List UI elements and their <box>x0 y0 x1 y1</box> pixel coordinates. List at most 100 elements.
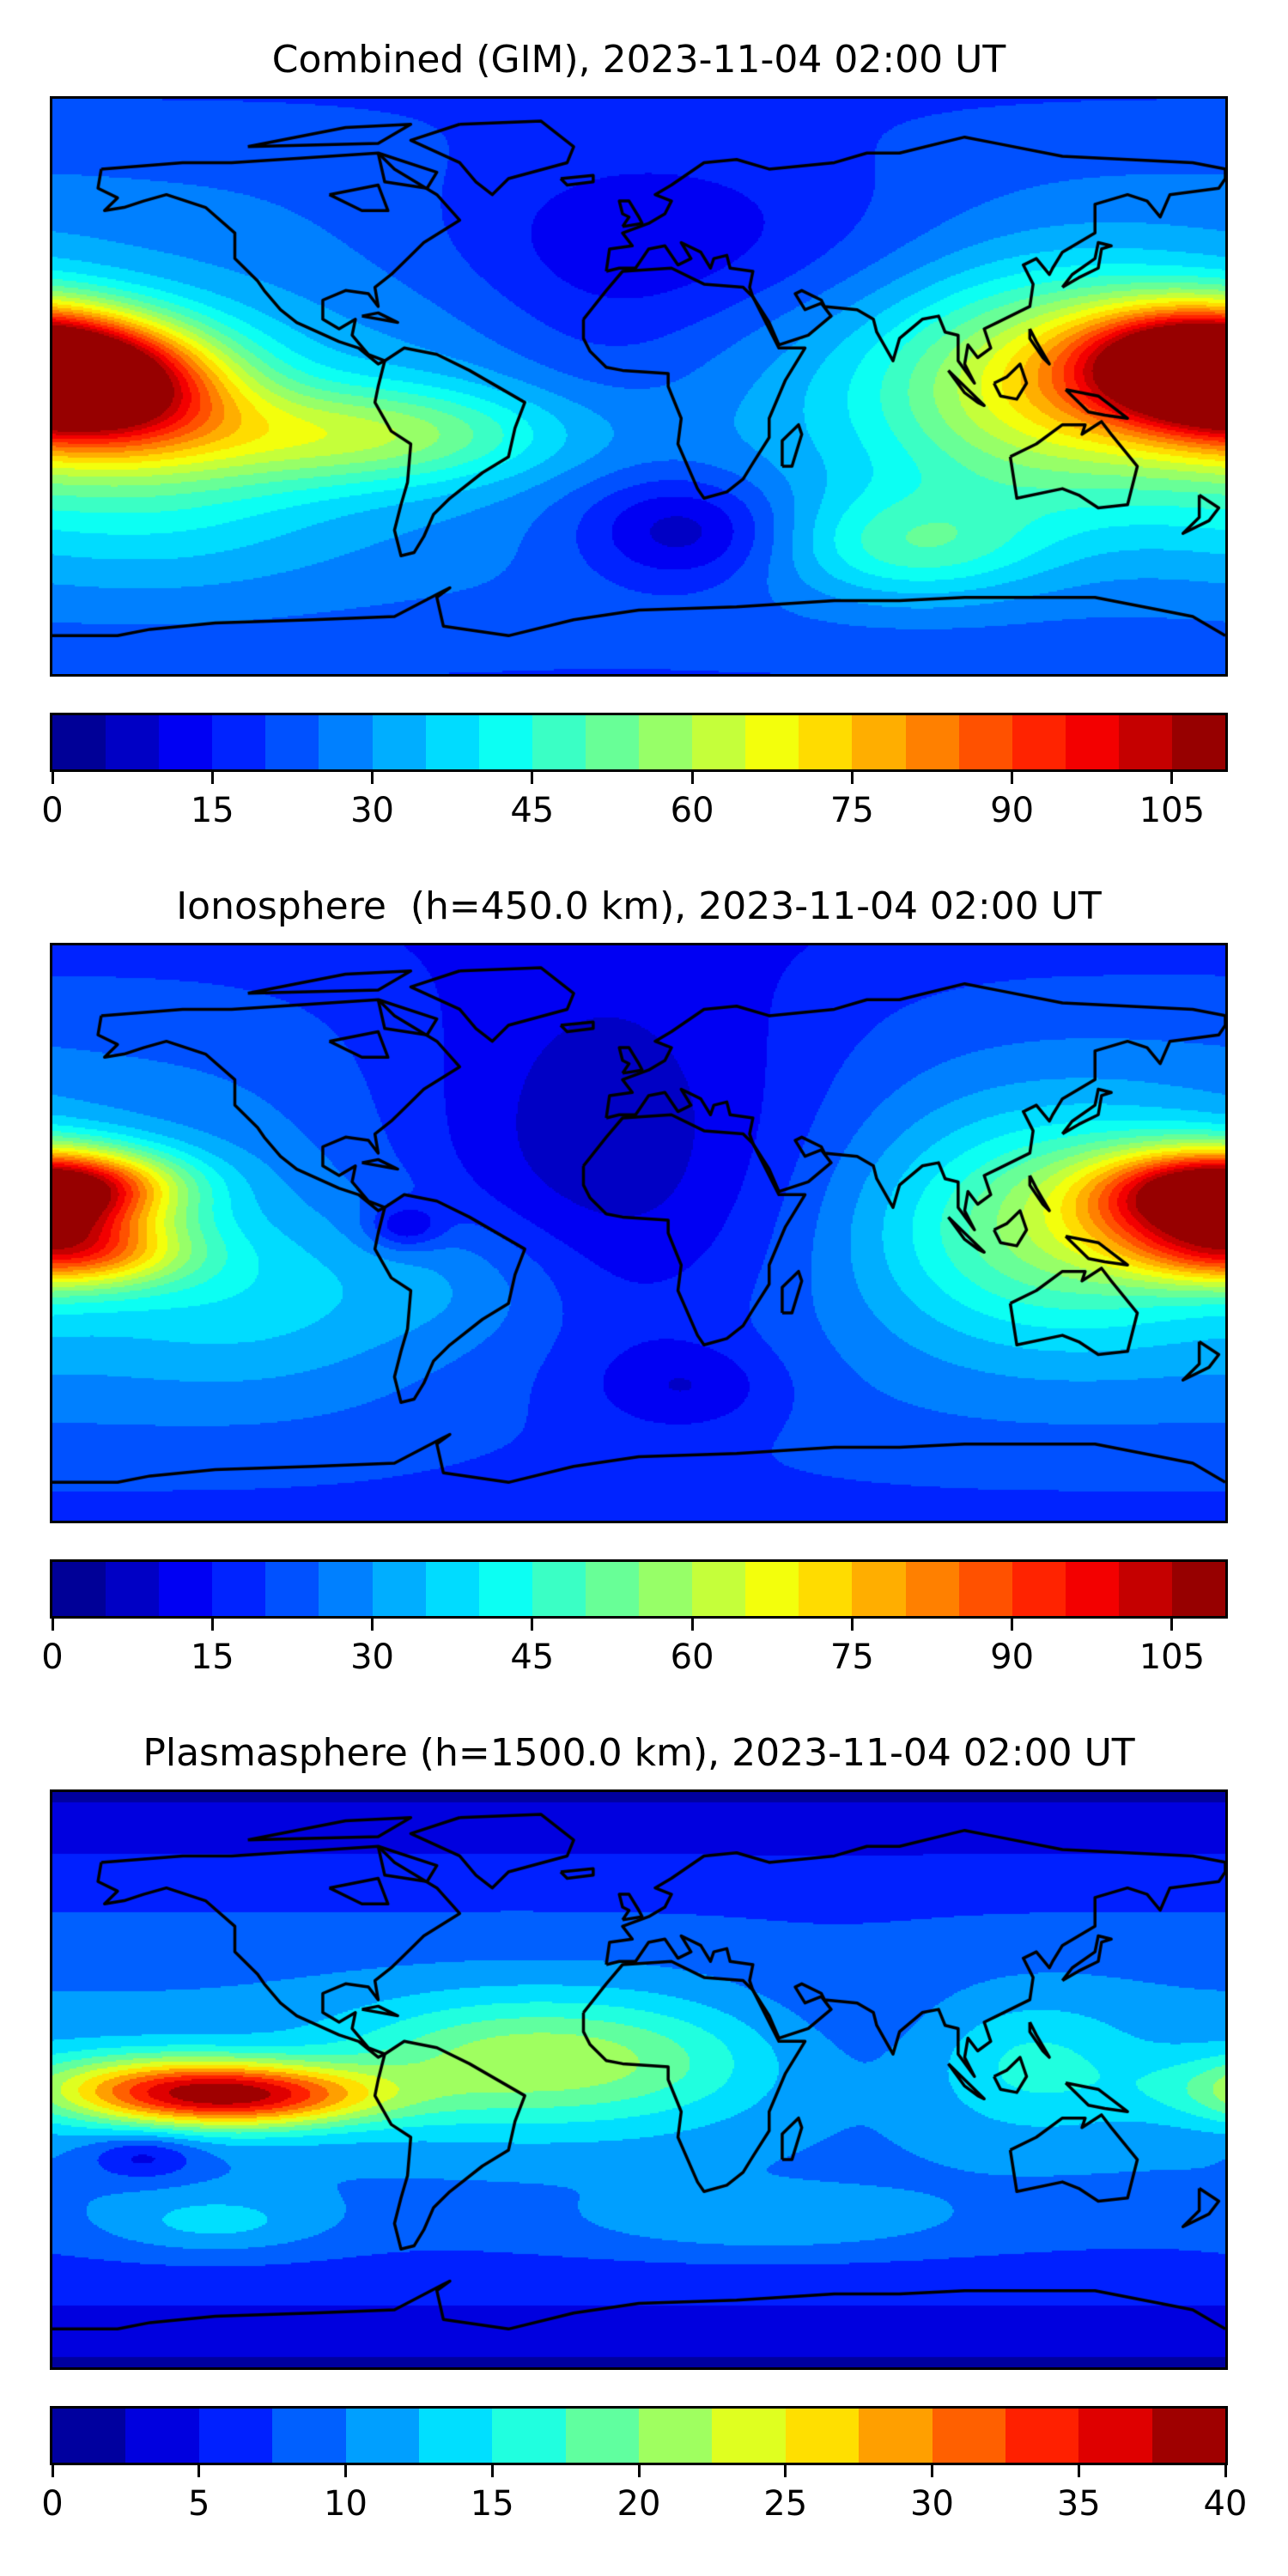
tick-label: 35 <box>1056 2484 1101 2524</box>
tick-mark <box>1170 772 1174 784</box>
colorbar-segment <box>1078 2409 1152 2463</box>
tick-mark <box>784 2465 787 2477</box>
colorbar-ticks: 0 5 10 15 20 25 30 35 40 <box>41 2465 1247 2525</box>
tick-mark <box>197 2465 201 2477</box>
colorbar-segment <box>265 1562 319 1616</box>
colorbar-segment <box>478 715 532 769</box>
colorbar-segment <box>799 1562 853 1616</box>
tick-mark <box>531 772 534 784</box>
colorbar-segment <box>565 2409 639 2463</box>
tick-label: 105 <box>1139 791 1206 830</box>
colorbar-segment <box>785 2409 860 2463</box>
tick-mark <box>51 772 54 784</box>
colorbar-segment <box>905 1562 959 1616</box>
tec-map-combined <box>50 96 1228 677</box>
colorbar-segment <box>532 715 586 769</box>
tick-label: 45 <box>510 791 555 830</box>
colorbar-segment <box>478 1562 532 1616</box>
colorbar-segment <box>425 715 479 769</box>
colorbar-segment <box>692 1562 746 1616</box>
tick-mark <box>490 2465 494 2477</box>
tec-map-ionosphere <box>50 943 1228 1523</box>
colorbar <box>50 2406 1228 2465</box>
tick-mark <box>371 772 374 784</box>
contour-map-canvas <box>52 1792 1225 2367</box>
colorbar-segment <box>198 2409 273 2463</box>
tick-label: 0 <box>41 2484 64 2524</box>
tick-label: 90 <box>990 791 1035 830</box>
colorbar-ticks: 0 15 30 45 60 75 90 105 <box>41 1619 1225 1679</box>
colorbar-segment <box>859 2409 933 2463</box>
colorbar-segment <box>319 1562 373 1616</box>
tick-mark <box>850 772 854 784</box>
colorbar-segment <box>958 1562 1012 1616</box>
tick-label: 90 <box>990 1637 1035 1677</box>
tick-mark <box>690 1619 694 1631</box>
tick-label: 105 <box>1139 1637 1206 1677</box>
panel-title: Combined (GIM), 2023-11-04 02:00 UT <box>271 38 1006 82</box>
colorbar-segment <box>125 2409 199 2463</box>
colorbar-segment <box>852 1562 906 1616</box>
colorbar-segment <box>905 715 959 769</box>
tick-label: 45 <box>510 1637 555 1677</box>
contour-map-canvas <box>52 99 1225 674</box>
tick-label: 0 <box>41 791 64 830</box>
colorbar-segment <box>159 715 213 769</box>
colorbar-segment <box>345 2409 419 2463</box>
colorbar-segment <box>745 715 799 769</box>
tick-mark <box>1077 2465 1080 2477</box>
tick-mark <box>690 772 694 784</box>
tick-label: 15 <box>470 2484 514 2524</box>
panel-plasmasphere: Plasmasphere (h=1500.0 km), 2023-11-04 0… <box>0 1693 1288 2540</box>
tick-label: 60 <box>670 791 714 830</box>
colorbar-segment <box>106 715 160 769</box>
colorbar-segment <box>585 715 640 769</box>
colorbar-segment <box>639 2409 713 2463</box>
colorbar-segment <box>799 715 853 769</box>
colorbar-segment <box>425 1562 479 1616</box>
tick-label: 5 <box>188 2484 210 2524</box>
tick-mark <box>1170 1619 1174 1631</box>
colorbar-segment <box>1118 1562 1172 1616</box>
tick-label: 60 <box>670 1637 714 1677</box>
colorbar-segment <box>52 2409 126 2463</box>
colorbar-segment <box>852 715 906 769</box>
tick-label: 25 <box>763 2484 808 2524</box>
tick-mark <box>1011 1619 1014 1631</box>
colorbar-ticks: 0 15 30 45 60 75 90 105 <box>41 772 1225 832</box>
colorbar-segment <box>692 715 746 769</box>
colorbar-segment <box>272 2409 346 2463</box>
colorbar-segment <box>319 715 373 769</box>
colorbar-segment <box>639 715 693 769</box>
colorbar-segment <box>745 1562 799 1616</box>
tick-label: 30 <box>910 2484 954 2524</box>
colorbar-segment <box>1065 1562 1119 1616</box>
colorbar-segment <box>712 2409 786 2463</box>
tick-label: 15 <box>190 1637 234 1677</box>
colorbar-segment <box>1151 2409 1225 2463</box>
colorbar-segment <box>106 1562 160 1616</box>
colorbar-segment <box>532 1562 586 1616</box>
colorbar-segment <box>1065 715 1119 769</box>
tick-label: 10 <box>324 2484 368 2524</box>
tec-map-plasmasphere <box>50 1789 1228 2370</box>
tick-label: 75 <box>829 1637 874 1677</box>
colorbar-segment <box>372 715 426 769</box>
tick-mark <box>371 1619 374 1631</box>
colorbar-segment <box>418 2409 493 2463</box>
tick-mark <box>210 772 214 784</box>
panel-combined: Combined (GIM), 2023-11-04 02:00 UT 0 15 3… <box>0 0 1288 847</box>
colorbar <box>50 713 1228 772</box>
colorbar-segment <box>585 1562 640 1616</box>
tick-label: 40 <box>1203 2484 1248 2524</box>
colorbar-segment <box>958 715 1012 769</box>
colorbar-segment <box>372 1562 426 1616</box>
panel-title: Ionosphere (h=450.0 km), 2023-11-04 02:0… <box>176 884 1102 928</box>
tick-mark <box>1011 772 1014 784</box>
tick-label: 30 <box>350 1637 394 1677</box>
tick-mark <box>531 1619 534 1631</box>
colorbar-segment <box>52 715 106 769</box>
colorbar-segment <box>1012 1562 1066 1616</box>
colorbar-segment <box>1171 1562 1226 1616</box>
tick-mark <box>51 2465 54 2477</box>
